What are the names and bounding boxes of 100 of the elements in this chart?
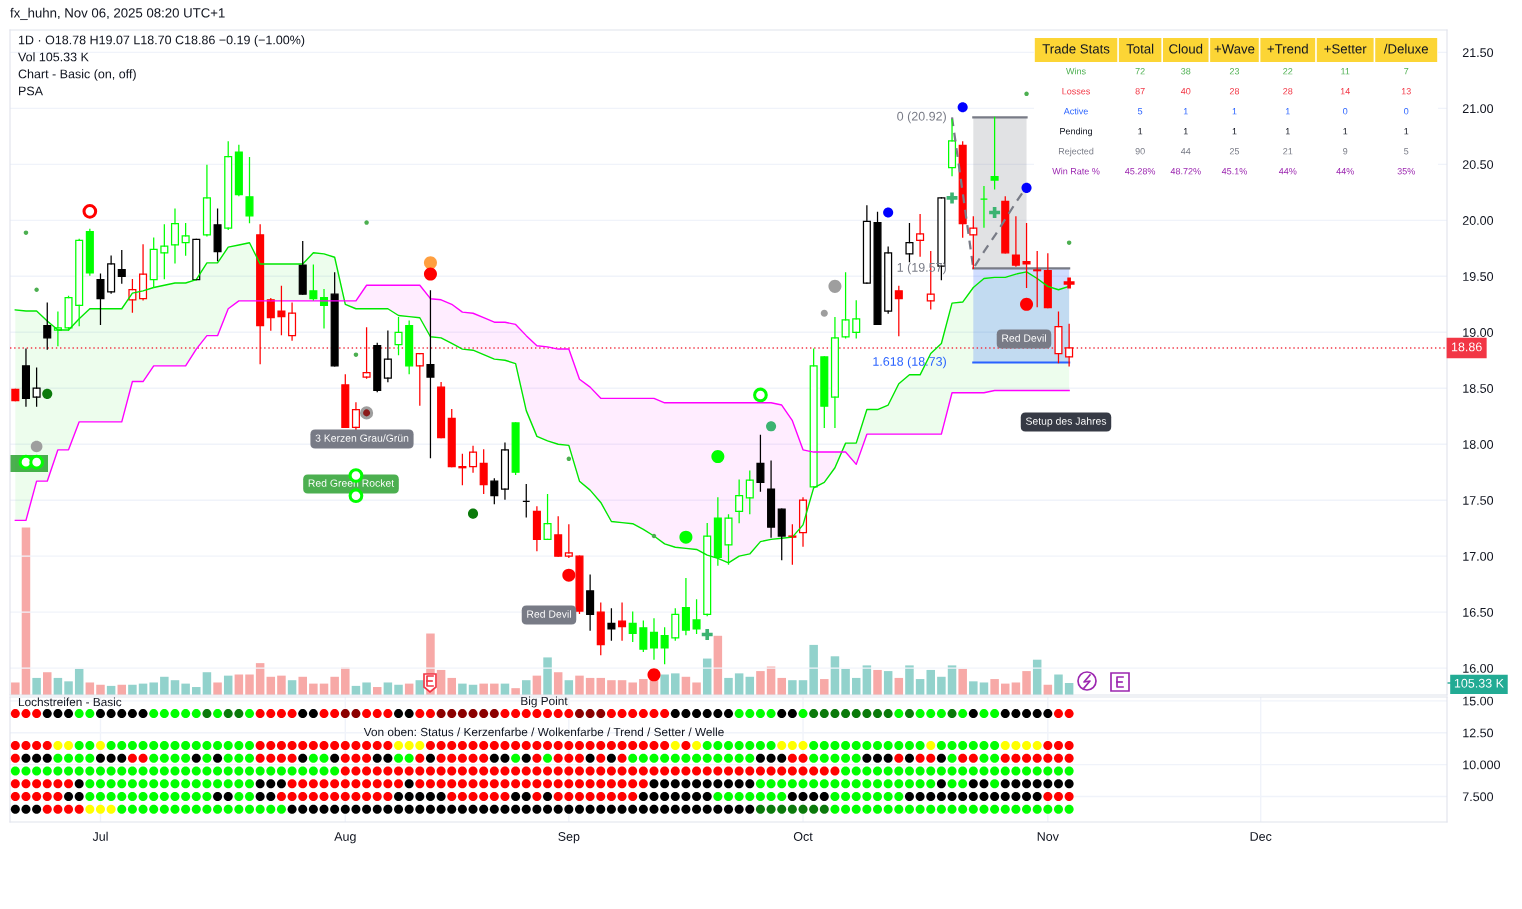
bar [128, 684, 137, 695]
candlestick [852, 300, 861, 339]
y-tick-label: 18.50 [1463, 384, 1494, 393]
candlestick [862, 205, 871, 284]
candlestick [43, 302, 52, 350]
annotation: Big Point [521, 696, 568, 708]
bar [883, 671, 893, 695]
text: 11 [1341, 68, 1350, 75]
point [353, 352, 359, 357]
category-label: Wins [1066, 67, 1086, 75]
candlestick [649, 618, 659, 660]
text: 1 [1183, 108, 1188, 115]
candlestick [224, 141, 233, 229]
bar [43, 672, 52, 695]
point [946, 192, 958, 204]
bar [85, 682, 95, 695]
bar [277, 675, 286, 695]
candlestick [426, 290, 435, 459]
text: 1 [1232, 108, 1237, 115]
candlestick [139, 244, 148, 300]
candlestick [543, 493, 552, 541]
bar [181, 683, 190, 695]
category-label: Cloud [1169, 43, 1203, 54]
bar [873, 669, 882, 695]
candlestick [415, 352, 424, 406]
candlestick [628, 611, 637, 642]
bar [330, 676, 339, 695]
text: 1 [1183, 128, 1188, 135]
point [701, 629, 713, 640]
bar [511, 688, 520, 695]
text: 0 (20.92) [897, 111, 946, 124]
candlestick [713, 497, 722, 566]
bar [298, 676, 307, 695]
candlestick [447, 408, 456, 468]
point [30, 440, 43, 453]
bar [522, 680, 531, 695]
text: 13 [1401, 88, 1411, 95]
candlestick [1011, 216, 1020, 266]
candlestick [586, 574, 595, 631]
candlestick [830, 317, 839, 429]
bar [575, 675, 584, 695]
bar [1054, 674, 1063, 695]
text: 48.72% [1170, 168, 1201, 175]
y-tick-label: 12.50 [1463, 728, 1494, 738]
candlestick [511, 422, 520, 476]
text: 44% [1278, 168, 1297, 175]
text: 1 [1138, 128, 1143, 135]
x-tick-label: Sep [558, 832, 580, 844]
text: 87 [1135, 88, 1145, 95]
candlestick [1022, 223, 1031, 289]
candlestick [394, 317, 403, 356]
ref-line-label: 18.86 [1451, 342, 1482, 352]
bar [724, 677, 733, 695]
text: 38 [1181, 68, 1191, 75]
candlestick [884, 246, 893, 314]
y-tick-label: 17.50 [1463, 496, 1494, 505]
text: 45.28% [1125, 168, 1156, 175]
bar [447, 677, 456, 695]
x-tick-label: Dec [1250, 832, 1272, 841]
bar [734, 673, 744, 695]
bar [628, 682, 637, 695]
candlestick [1001, 196, 1010, 254]
candlestick [681, 577, 690, 636]
y-tick-label: 16.50 [1463, 607, 1494, 617]
bar [1001, 683, 1010, 695]
bar [160, 676, 169, 695]
text: 1 [1343, 128, 1348, 135]
annotation: 3 Kerzen Grau/Grün [315, 434, 409, 442]
point [34, 287, 39, 292]
candlestick [373, 342, 382, 392]
bar [905, 665, 914, 695]
bar [383, 682, 393, 695]
candlestick [341, 374, 350, 429]
candlestick [11, 388, 20, 402]
candlestick [554, 516, 563, 557]
point [364, 220, 369, 225]
bar [1011, 682, 1021, 695]
y-tick-label: 20.50 [1462, 160, 1494, 169]
bar [394, 684, 403, 695]
text: 5 [1137, 108, 1143, 115]
candlestick [479, 449, 488, 495]
bar [979, 682, 989, 695]
point [883, 207, 894, 218]
text: 0 [1404, 108, 1409, 115]
bar [202, 672, 212, 695]
x-tick-label: Nov [1037, 832, 1059, 841]
text: 40 [1180, 88, 1191, 95]
category-label: Pending [1060, 127, 1093, 137]
bar [990, 679, 999, 695]
category-label: Active [1063, 107, 1088, 115]
candlestick [383, 330, 392, 383]
candlestick [809, 348, 818, 488]
candlestick [1043, 253, 1052, 309]
text: 44 [1180, 148, 1191, 155]
text: 5 [1404, 148, 1409, 155]
candlestick [703, 523, 712, 616]
candlestick [298, 240, 307, 295]
candlestick [948, 118, 957, 177]
candlestick [202, 164, 211, 236]
bar [788, 680, 797, 695]
